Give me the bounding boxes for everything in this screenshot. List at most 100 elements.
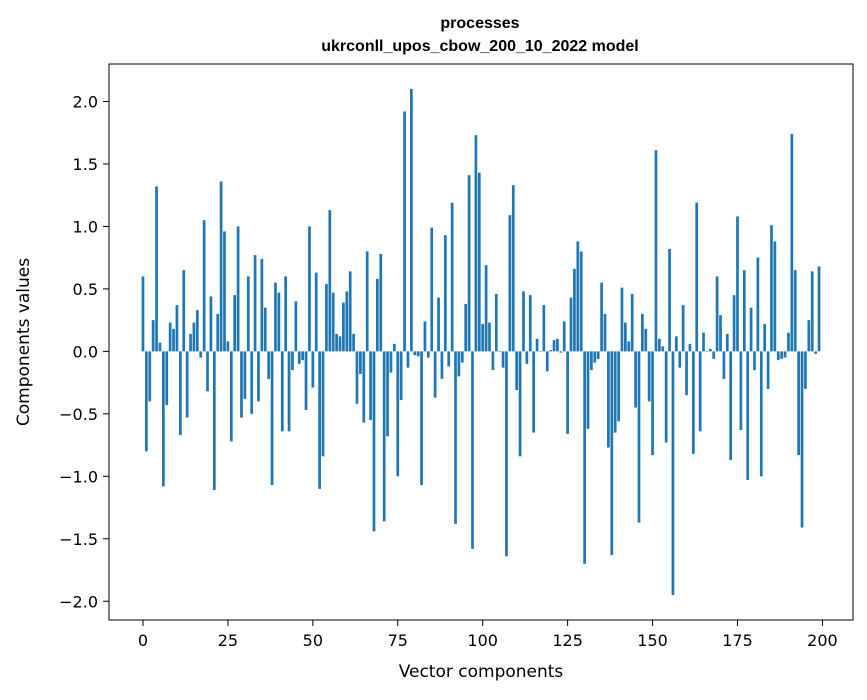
bar-149 [647,351,651,402]
bar-83 [423,321,427,352]
bar-35 [260,258,264,352]
x-tick-label: 125 [552,631,583,650]
bar-145 [634,351,637,408]
bar-100 [481,323,485,352]
bar-191 [790,133,794,352]
bar-166 [705,351,709,352]
bar-0 [141,276,145,352]
bar-53 [321,351,325,457]
bar-86 [433,351,437,398]
bar-19 [206,351,209,392]
bar-139 [613,351,617,433]
bar-164 [698,351,702,432]
bar-158 [678,351,682,368]
bar-48 [304,351,308,411]
bar-87 [437,297,440,352]
x-tick-label: 0 [138,631,148,650]
bar-104 [494,293,498,352]
bar-196 [807,320,811,352]
bar-32 [250,351,254,414]
bar-68 [372,351,376,532]
bar-46 [297,351,301,364]
bar-129 [579,251,583,352]
bar-111 [518,351,522,457]
bar-184 [766,351,770,389]
bar-7 [165,351,169,406]
bar-27 [233,295,237,352]
bar-90 [447,351,451,367]
bar-120 [549,350,552,352]
bar-118 [542,305,546,352]
bar-103 [491,351,495,371]
bar-18 [202,220,206,352]
bar-59 [342,302,345,352]
bar-106 [501,351,505,368]
bar-62 [352,333,355,352]
bar-192 [793,270,797,352]
bar-51 [314,272,318,352]
bar-42 [284,276,288,352]
bar-134 [596,351,600,359]
bar-137 [607,351,610,448]
bar-144 [630,293,634,352]
bar-157 [674,336,678,352]
bar-76 [399,351,403,401]
y-tick-label: 1.5 [73,155,98,174]
bar-24 [223,231,226,352]
y-tick-label: 2.0 [73,92,98,111]
bar-61 [348,271,352,352]
bars-group [141,88,821,596]
bar-10 [175,305,179,352]
bar-3 [151,320,155,352]
bar-110 [515,351,519,391]
bar-181 [756,257,760,352]
plot-area-frame [108,63,854,621]
bar-28 [236,226,240,352]
bar-54 [325,283,328,352]
x-axis-ticks: 0 25 50 75 100 125 150 175 200 [138,620,838,650]
bar-66 [365,251,369,352]
bar-194 [800,351,804,528]
bar-152 [658,338,661,352]
bar-69 [376,278,379,352]
bar-132 [590,351,593,371]
bar-1 [145,351,148,452]
bar-16 [195,310,199,352]
bar-22 [216,313,220,352]
bar-187 [776,351,780,361]
bar-167 [708,348,712,352]
bar-67 [369,351,372,421]
bar-5 [158,342,162,352]
bar-14 [189,333,192,352]
bar-143 [627,341,631,352]
bar-25 [226,341,230,352]
bar-38 [270,351,274,486]
bar-79 [410,88,413,352]
y-tick-label: −1.0 [59,467,98,486]
bar-4 [155,186,158,352]
bar-15 [192,322,196,352]
bar-197 [810,271,814,352]
bar-121 [552,340,556,352]
bar-84 [426,351,430,358]
bar-21 [212,351,216,491]
bar-72 [386,351,389,437]
chart-title: processes [440,15,519,32]
bar-122 [556,338,559,352]
y-tick-label: 1.0 [73,217,98,236]
bar-198 [814,351,817,354]
y-tick-label: 0.5 [73,280,98,299]
bar-75 [396,351,400,477]
bar-89 [443,235,447,352]
bar-88 [440,351,444,379]
bar-109 [511,185,515,352]
bar-199 [817,266,821,352]
y-tick-label: 0.0 [73,342,98,361]
bar-155 [668,248,671,352]
bar-141 [620,287,624,352]
bar-65 [362,351,366,423]
bar-17 [199,351,203,358]
bar-29 [240,351,243,418]
bar-153 [661,346,665,352]
